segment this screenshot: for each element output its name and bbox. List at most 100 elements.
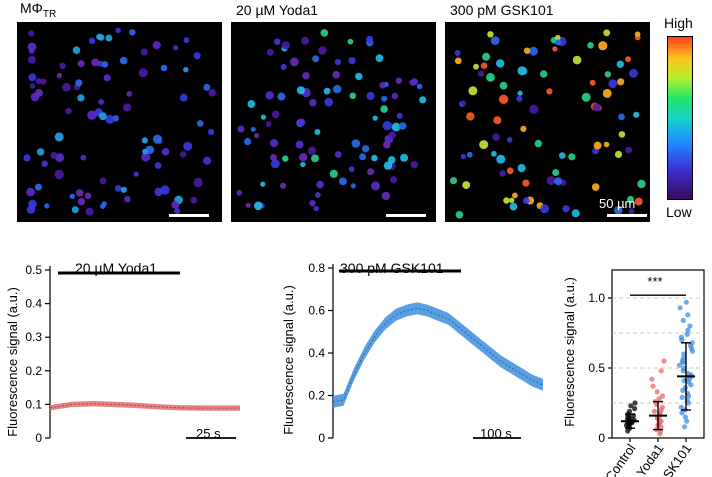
- cell: [540, 70, 548, 78]
- y-tick-label: 0.5: [25, 263, 42, 277]
- cell: [375, 54, 384, 63]
- cell: [44, 203, 50, 209]
- cell: [62, 82, 71, 92]
- cell: [307, 146, 317, 155]
- colorbar: [667, 36, 693, 200]
- cell: [366, 91, 375, 101]
- cell: [119, 56, 128, 65]
- data-point: [685, 327, 691, 333]
- cell: [300, 161, 306, 168]
- cell: [517, 164, 526, 173]
- cell: [36, 148, 45, 156]
- cell: [618, 113, 625, 121]
- cell: [618, 131, 626, 138]
- significance-label: ***: [647, 274, 662, 289]
- panel-title-control: MΦTR: [20, 0, 56, 20]
- cell: [103, 74, 111, 82]
- cell: [173, 45, 179, 51]
- y-tick-label: 0.6: [308, 304, 325, 318]
- cell: [449, 177, 458, 185]
- cell: [30, 92, 40, 102]
- cell: [348, 57, 356, 65]
- cell-field-gsk101: [449, 29, 646, 219]
- data-point: [677, 305, 683, 311]
- cell: [347, 38, 354, 45]
- cell: [282, 155, 289, 162]
- cell: [614, 150, 623, 158]
- y-tick-label: 0.4: [25, 297, 42, 311]
- cell: [180, 151, 187, 158]
- cell: [193, 177, 203, 188]
- cell: [27, 42, 37, 52]
- image-panel-gsk101: 50 µm: [445, 22, 650, 222]
- cell: [396, 112, 403, 119]
- cell: [460, 100, 467, 106]
- chart-scatter: Fluorescence signal (a.u.) *** 00.51.0Co…: [562, 269, 705, 477]
- cell: [522, 179, 530, 187]
- data-point: [626, 408, 633, 414]
- cell: [616, 60, 624, 68]
- cell: [27, 55, 36, 64]
- cell: [174, 208, 181, 215]
- data-point: [687, 323, 693, 329]
- cell: [496, 59, 505, 68]
- cell: [614, 206, 623, 215]
- cell: [506, 167, 514, 175]
- cell: [193, 52, 201, 60]
- cell: [332, 71, 340, 79]
- cell: [141, 137, 148, 144]
- cell: [96, 33, 103, 40]
- cell: [138, 68, 148, 78]
- cell: [634, 31, 641, 37]
- cell: [503, 197, 510, 204]
- cell: [339, 177, 347, 186]
- cell: [499, 81, 508, 90]
- data-point: [689, 340, 695, 346]
- cell: [555, 34, 561, 41]
- cell: [529, 104, 539, 114]
- data-point: [649, 376, 655, 382]
- cell: [299, 153, 308, 162]
- mean-line: [332, 307, 543, 403]
- cell: [546, 88, 553, 95]
- data-point: [684, 418, 690, 424]
- y-tick-label: 0: [35, 431, 42, 445]
- y-tick-label: 0.5: [588, 361, 605, 375]
- cell: [59, 62, 66, 69]
- cell: [179, 93, 188, 102]
- cell: [120, 186, 127, 193]
- cell: [129, 29, 136, 36]
- cell: [634, 197, 643, 206]
- cell: [454, 57, 462, 65]
- cell: [348, 166, 355, 173]
- data-point: [680, 355, 686, 361]
- cell: [29, 83, 36, 89]
- data-point: [628, 403, 634, 409]
- data-point: [659, 404, 665, 410]
- cell: [100, 203, 106, 209]
- cell: [608, 79, 618, 89]
- cell: [571, 209, 580, 218]
- cell: [260, 114, 267, 120]
- cell: [381, 95, 388, 102]
- cell: [208, 88, 216, 97]
- cell: [99, 112, 107, 121]
- cell: [383, 161, 393, 170]
- cell: [123, 103, 132, 112]
- cell: [160, 64, 168, 72]
- cell: [320, 29, 329, 37]
- cell: [388, 131, 396, 139]
- cell: [625, 146, 633, 154]
- cell: [316, 180, 324, 189]
- data-point: [661, 358, 667, 364]
- cell: [409, 79, 416, 86]
- cell: [273, 38, 281, 45]
- colorbar-high-label: High: [664, 15, 693, 31]
- colorbar-low-label: Low: [666, 204, 692, 220]
- cell: [540, 204, 550, 214]
- cell: [270, 159, 280, 169]
- chart-title: 300 pM GSK101: [340, 260, 444, 276]
- cell: [318, 46, 327, 55]
- cell: [312, 55, 320, 63]
- cell: [391, 122, 401, 132]
